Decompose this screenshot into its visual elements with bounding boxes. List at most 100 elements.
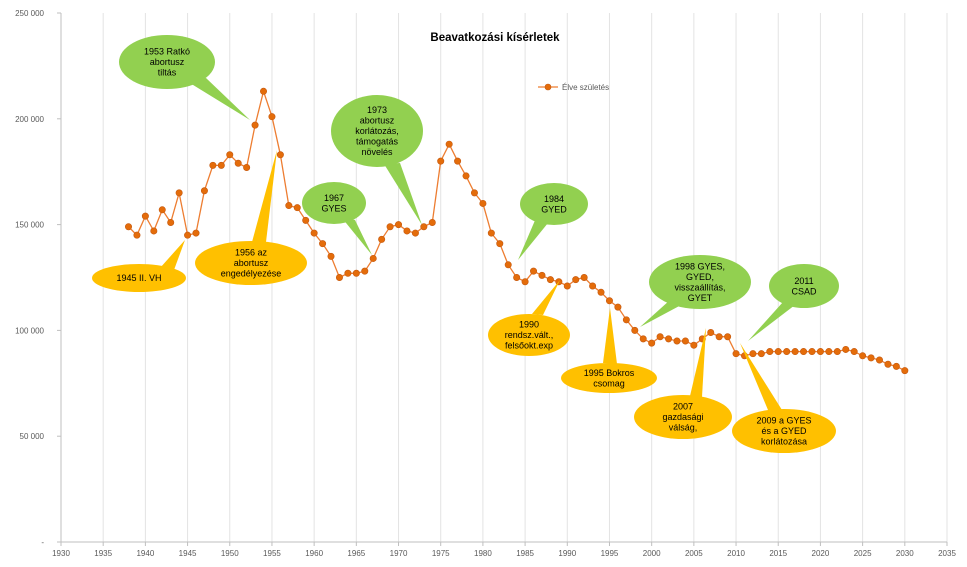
y-tick-label: 50 000 bbox=[20, 432, 45, 441]
x-tick-label: 1960 bbox=[305, 549, 323, 558]
data-point bbox=[892, 362, 900, 370]
callout-text-line: 1956 az bbox=[235, 248, 268, 258]
data-point bbox=[546, 276, 554, 284]
y-tick-label: 250 000 bbox=[15, 9, 44, 18]
data-point bbox=[335, 273, 343, 281]
callout-text-line: 1998 GYES, bbox=[675, 261, 725, 271]
callout-tail bbox=[342, 218, 372, 255]
callout-text-line: CSAD bbox=[791, 286, 817, 296]
callout-text-line: GYES bbox=[321, 203, 346, 213]
data-point bbox=[825, 348, 833, 356]
data-point bbox=[395, 221, 403, 229]
callout-tail bbox=[748, 302, 795, 341]
x-tick-label: 1995 bbox=[601, 549, 619, 558]
data-point bbox=[639, 335, 647, 343]
data-point bbox=[572, 276, 580, 284]
data-point bbox=[125, 223, 133, 231]
legend-label: Élve születés bbox=[562, 83, 609, 92]
data-point bbox=[192, 229, 200, 237]
callout-text-line: 2011 bbox=[794, 276, 813, 286]
y-tick-label: 200 000 bbox=[15, 115, 44, 124]
x-tick-label: 1935 bbox=[94, 549, 112, 558]
callout-bubble bbox=[92, 264, 186, 292]
data-point bbox=[732, 350, 740, 358]
y-tick-label: 150 000 bbox=[15, 221, 44, 230]
callout-text-line: korlátozás, bbox=[355, 126, 399, 136]
callout-tail bbox=[160, 240, 185, 270]
callout-text-line: korlátozása bbox=[761, 437, 807, 447]
data-point bbox=[454, 157, 462, 165]
callout-bubble bbox=[195, 241, 307, 285]
callout-text-line: rendsz.vált., bbox=[505, 330, 554, 340]
data-point bbox=[268, 113, 276, 121]
data-point bbox=[302, 216, 310, 224]
callout-bubble bbox=[732, 409, 836, 453]
x-tick-label: 2025 bbox=[854, 549, 872, 558]
x-tick-label: 2035 bbox=[938, 549, 956, 558]
callout-text-line: 1973 bbox=[367, 105, 387, 115]
data-point bbox=[479, 199, 487, 207]
data-point bbox=[724, 333, 732, 341]
data-point bbox=[504, 261, 512, 269]
data-point bbox=[167, 218, 175, 226]
data-point bbox=[310, 229, 318, 237]
data-point bbox=[808, 348, 816, 356]
x-tick-label: 2000 bbox=[643, 549, 661, 558]
data-point bbox=[226, 151, 234, 159]
x-tick-label: 2030 bbox=[896, 549, 914, 558]
series-markers bbox=[125, 87, 909, 375]
data-point bbox=[901, 367, 909, 375]
data-point bbox=[462, 172, 470, 180]
data-point bbox=[800, 348, 808, 356]
callout-text-line: GYED bbox=[541, 204, 567, 214]
data-point bbox=[833, 348, 841, 356]
x-tick-label: 1965 bbox=[347, 549, 365, 558]
callout-text-line: gazdasági bbox=[662, 412, 703, 422]
callout-tail bbox=[603, 308, 617, 364]
legend-marker-swatch bbox=[544, 83, 552, 91]
data-point bbox=[521, 278, 529, 286]
callout-tail bbox=[690, 328, 706, 397]
data-point bbox=[445, 140, 453, 148]
callout-tail bbox=[640, 300, 683, 327]
data-point bbox=[327, 252, 335, 260]
callout-text-line: 1945 II. VH bbox=[116, 273, 161, 283]
data-point bbox=[597, 288, 605, 296]
callout-tail bbox=[252, 150, 277, 242]
callout-text-line: növelés bbox=[361, 147, 393, 157]
chart-title: Beavatkozási kísérletek bbox=[430, 32, 560, 44]
data-point bbox=[243, 163, 251, 171]
data-point bbox=[378, 235, 386, 243]
callout-text-line: felsőokt.exp bbox=[505, 341, 553, 351]
x-tick-label: 1950 bbox=[221, 549, 239, 558]
data-point bbox=[665, 335, 673, 343]
data-point bbox=[175, 189, 183, 197]
data-point bbox=[513, 273, 521, 281]
callout-text-line: abortusz bbox=[360, 116, 395, 126]
data-point bbox=[875, 356, 883, 364]
x-tick-label: 1955 bbox=[263, 549, 281, 558]
x-tick-label: 1945 bbox=[179, 549, 197, 558]
callout-text-line: tiltás bbox=[158, 68, 177, 78]
x-tick-label: 2005 bbox=[685, 549, 703, 558]
data-point bbox=[420, 223, 428, 231]
data-point bbox=[614, 303, 622, 311]
callout-tail bbox=[740, 343, 782, 410]
data-point bbox=[783, 348, 791, 356]
data-point bbox=[538, 271, 546, 279]
x-tick-label: 2010 bbox=[727, 549, 745, 558]
data-point bbox=[361, 267, 369, 275]
callout-text-line: 2009 a GYES bbox=[756, 416, 811, 426]
x-tick-label: 1980 bbox=[474, 549, 492, 558]
data-point bbox=[816, 348, 824, 356]
x-tick-label: 1975 bbox=[432, 549, 450, 558]
data-point bbox=[487, 229, 495, 237]
data-point bbox=[673, 337, 681, 345]
